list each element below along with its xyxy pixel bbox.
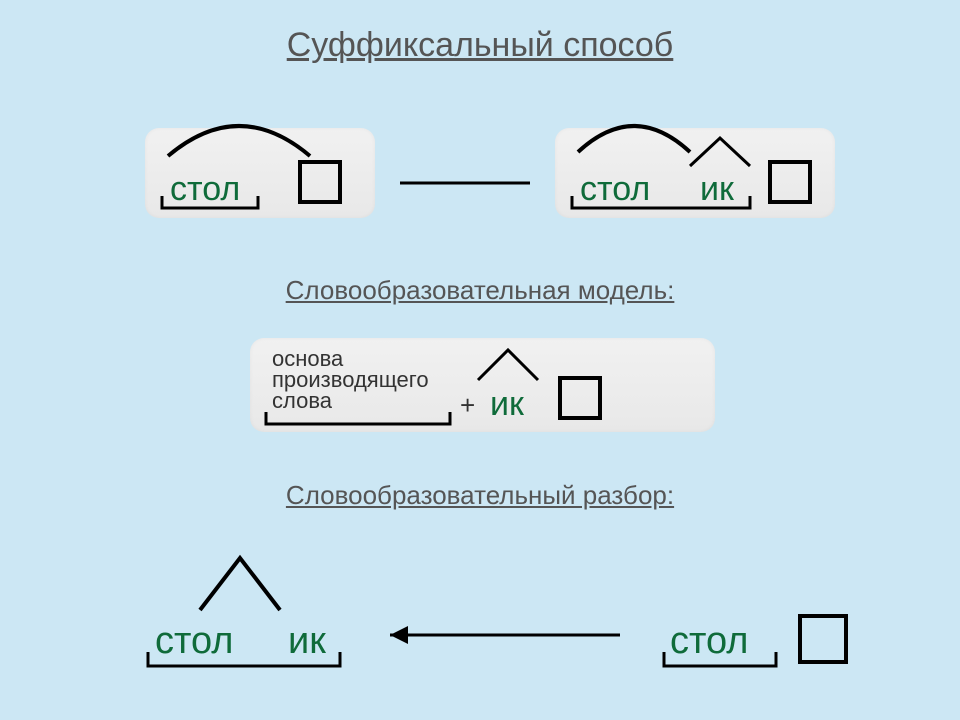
subheading-analysis: Словообразовательный разбор:	[286, 480, 674, 511]
word-stol-3: стол	[155, 620, 233, 663]
page-title: Суффиксальный способ	[287, 26, 674, 65]
model-base-label: основапроизводящегослова	[272, 348, 429, 411]
word-stol-4: стол	[670, 620, 748, 663]
suffix-ik-3: ик	[288, 620, 326, 663]
word-stol-1: стол	[170, 170, 240, 209]
plus-sign: +	[460, 390, 475, 421]
subheading-model: Словообразовательная модель:	[286, 275, 675, 306]
suffix-ik-2: ик	[490, 385, 524, 424]
suffix-ik-1: ик	[700, 170, 734, 209]
word-stol-2: стол	[580, 170, 650, 209]
